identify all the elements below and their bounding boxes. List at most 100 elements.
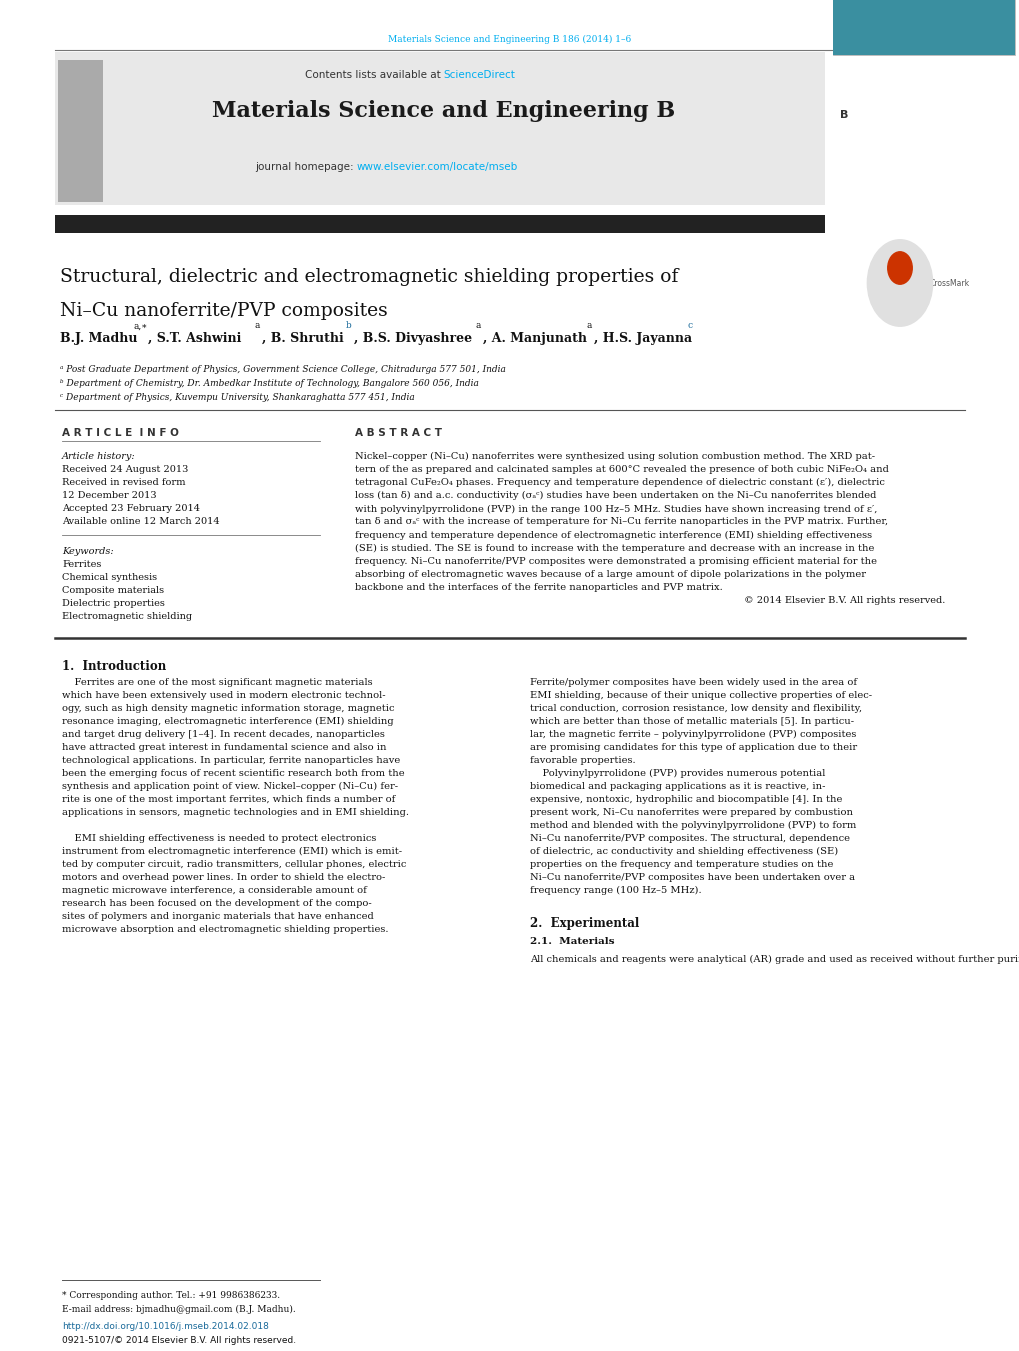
Text: sites of polymers and inorganic materials that have enhanced: sites of polymers and inorganic material… (62, 912, 373, 921)
FancyBboxPatch shape (55, 215, 824, 232)
Text: Ni–Cu nanoferrite/PVP composites: Ni–Cu nanoferrite/PVP composites (60, 303, 387, 320)
Text: applications in sensors, magnetic technologies and in EMI shielding.: applications in sensors, magnetic techno… (62, 808, 409, 817)
Text: ted by computer circuit, radio transmitters, cellular phones, electric: ted by computer circuit, radio transmitt… (62, 861, 406, 869)
Text: which are better than those of metallic materials [5]. In particu-: which are better than those of metallic … (530, 717, 853, 725)
Text: (SE) is studied. The SE is found to increase with the temperature and decrease w: (SE) is studied. The SE is found to incr… (355, 543, 873, 553)
Text: Keywords:: Keywords: (62, 547, 113, 557)
Text: Ferrite/polymer composites have been widely used in the area of: Ferrite/polymer composites have been wid… (530, 678, 856, 688)
Text: A B S T R A C T: A B S T R A C T (355, 428, 441, 438)
Text: of dielectric, ac conductivity and shielding effectiveness (SE): of dielectric, ac conductivity and shiel… (530, 847, 838, 857)
Text: tern of the as prepared and calcinated samples at 600°C revealed the presence of: tern of the as prepared and calcinated s… (355, 465, 888, 474)
Text: properties on the frequency and temperature studies on the: properties on the frequency and temperat… (530, 861, 833, 869)
Text: absorbing of electromagnetic waves because of a large amount of dipole polarizat: absorbing of electromagnetic waves becau… (355, 570, 865, 578)
Text: ELSEVIER: ELSEVIER (60, 218, 133, 232)
Text: favorable properties.: favorable properties. (530, 757, 635, 765)
Text: are promising candidates for this type of application due to their: are promising candidates for this type o… (530, 743, 856, 753)
Text: technological applications. In particular, ferrite nanoparticles have: technological applications. In particula… (62, 757, 399, 765)
Circle shape (887, 251, 911, 284)
Text: B.J. Madhu: B.J. Madhu (60, 332, 138, 345)
Text: , B. Shruthi: , B. Shruthi (262, 332, 343, 345)
Text: EMI shielding, because of their unique collective properties of elec-: EMI shielding, because of their unique c… (530, 690, 871, 700)
Text: b: b (345, 322, 352, 330)
Text: c: c (688, 322, 693, 330)
Text: Dielectric properties: Dielectric properties (62, 598, 165, 608)
Text: Received 24 August 2013: Received 24 August 2013 (62, 465, 189, 474)
Text: tetragonal CuFe₂O₄ phases. Frequency and temperature dependence of dielectric co: tetragonal CuFe₂O₄ phases. Frequency and… (355, 478, 884, 488)
Text: Chemical synthesis: Chemical synthesis (62, 573, 157, 582)
Text: , H.S. Jayanna: , H.S. Jayanna (593, 332, 692, 345)
Text: Composite materials: Composite materials (62, 586, 164, 594)
Text: frequency range (100 Hz–5 MHz).: frequency range (100 Hz–5 MHz). (530, 886, 701, 896)
Text: a: a (255, 322, 260, 330)
Text: Contents lists available at: Contents lists available at (305, 70, 443, 80)
Text: Received in revised form: Received in revised form (62, 478, 185, 486)
Text: magnetic microwave interference, a considerable amount of: magnetic microwave interference, a consi… (62, 886, 367, 894)
Text: 12 December 2013: 12 December 2013 (62, 490, 157, 500)
Text: www.elsevier.com/locate/mseb: www.elsevier.com/locate/mseb (357, 162, 518, 172)
Text: Polyvinylpyrrolidone (PVP) provides numerous potential: Polyvinylpyrrolidone (PVP) provides nume… (530, 769, 824, 778)
Text: frequency and temperature dependence of electromagnetic interference (EMI) shiel: frequency and temperature dependence of … (355, 531, 871, 540)
Text: http://dx.doi.org/10.1016/j.mseb.2014.02.018: http://dx.doi.org/10.1016/j.mseb.2014.02… (62, 1323, 269, 1331)
FancyBboxPatch shape (58, 59, 103, 203)
Text: instrument from electromagnetic interference (EMI) which is emit-: instrument from electromagnetic interfer… (62, 847, 401, 857)
Text: Available online 12 March 2014: Available online 12 March 2014 (62, 517, 219, 526)
Text: frequency. Ni–Cu nanoferrite/PVP composites were demonstrated a promising effici: frequency. Ni–Cu nanoferrite/PVP composi… (355, 557, 876, 566)
Text: ᵃ Post Graduate Department of Physics, Government Science College, Chitradurga 5: ᵃ Post Graduate Department of Physics, G… (60, 365, 505, 374)
Text: 2.1.  Materials: 2.1. Materials (530, 938, 613, 946)
Text: Ferrites: Ferrites (62, 561, 101, 569)
Text: synthesis and application point of view. Nickel–copper (Ni–Cu) fer-: synthesis and application point of view.… (62, 782, 397, 792)
Text: biomedical and packaging applications as it is reactive, in-: biomedical and packaging applications as… (530, 782, 824, 790)
FancyBboxPatch shape (833, 0, 1014, 55)
Text: EMI shielding effectiveness is needed to protect electronics: EMI shielding effectiveness is needed to… (62, 834, 376, 843)
Text: tan δ and σₐᶜ with the increase of temperature for Ni–Cu ferrite nanoparticles i: tan δ and σₐᶜ with the increase of tempe… (355, 517, 888, 527)
Text: E-mail address: bjmadhu@gmail.com (B.J. Madhu).: E-mail address: bjmadhu@gmail.com (B.J. … (62, 1305, 296, 1315)
Text: which have been extensively used in modern electronic technol-: which have been extensively used in mode… (62, 690, 385, 700)
Text: * Corresponding author. Tel.: +91 9986386233.: * Corresponding author. Tel.: +91 998638… (62, 1292, 280, 1300)
Text: ᶜ Department of Physics, Kuvempu University, Shankaraghatta 577 451, India: ᶜ Department of Physics, Kuvempu Univers… (60, 393, 415, 403)
Text: , S.T. Ashwini: , S.T. Ashwini (148, 332, 242, 345)
Text: Article history:: Article history: (62, 453, 136, 461)
Text: B: B (840, 109, 848, 120)
Text: microwave absorption and electromagnetic shielding properties.: microwave absorption and electromagnetic… (62, 925, 388, 934)
Text: loss (tan δ) and a.c. conductivity (σₐᶜ) studies have been undertaken on the Ni–: loss (tan δ) and a.c. conductivity (σₐᶜ)… (355, 492, 875, 500)
Text: have attracted great interest in fundamental science and also in: have attracted great interest in fundame… (62, 743, 386, 753)
Text: ScienceDirect: ScienceDirect (443, 70, 515, 80)
Text: Materials Science and Engineering B: Materials Science and Engineering B (212, 100, 675, 122)
Text: MATERIALS
SCIENCE &
ENGINEERING: MATERIALS SCIENCE & ENGINEERING (894, 65, 953, 95)
FancyBboxPatch shape (55, 51, 824, 205)
Text: rite is one of the most important ferrites, which finds a number of: rite is one of the most important ferrit… (62, 794, 395, 804)
Text: expensive, nontoxic, hydrophilic and biocompatible [4]. In the: expensive, nontoxic, hydrophilic and bio… (530, 794, 842, 804)
Circle shape (866, 239, 931, 326)
Text: been the emerging focus of recent scientific research both from the: been the emerging focus of recent scient… (62, 769, 405, 778)
Text: a: a (476, 322, 481, 330)
Text: journal homepage:: journal homepage: (255, 162, 357, 172)
Text: All chemicals and reagents were analytical (AR) grade and used as received witho: All chemicals and reagents were analytic… (530, 955, 1019, 965)
Text: lar, the magnetic ferrite – polyvinylpyrrolidone (PVP) composites: lar, the magnetic ferrite – polyvinylpyr… (530, 730, 856, 739)
Text: A R T I C L E  I N F O: A R T I C L E I N F O (62, 428, 178, 438)
Text: Electromagnetic shielding: Electromagnetic shielding (62, 612, 192, 621)
Text: Accepted 23 February 2014: Accepted 23 February 2014 (62, 504, 200, 513)
Text: present work, Ni–Cu nanoferrites were prepared by combustion: present work, Ni–Cu nanoferrites were pr… (530, 808, 852, 817)
Text: © 2014 Elsevier B.V. All rights reserved.: © 2014 Elsevier B.V. All rights reserved… (743, 596, 944, 605)
Text: trical conduction, corrosion resistance, low density and flexibility,: trical conduction, corrosion resistance,… (530, 704, 861, 713)
Text: a: a (586, 322, 592, 330)
Text: Ni–Cu nanoferrite/PVP composites have been undertaken over a: Ni–Cu nanoferrite/PVP composites have be… (530, 873, 854, 882)
Text: ᵇ Department of Chemistry, Dr. Ambedkar Institute of Technology, Bangalore 560 0: ᵇ Department of Chemistry, Dr. Ambedkar … (60, 380, 478, 388)
Text: and target drug delivery [1–4]. In recent decades, nanoparticles: and target drug delivery [1–4]. In recen… (62, 730, 384, 739)
Text: CrossMark: CrossMark (929, 278, 969, 288)
Text: motors and overhead power lines. In order to shield the electro-: motors and overhead power lines. In orde… (62, 873, 385, 882)
Text: method and blended with the polyvinylpyrrolidone (PVP) to form: method and blended with the polyvinylpyr… (530, 821, 856, 830)
Text: a,∗: a,∗ (132, 322, 147, 330)
Text: Ni–Cu nanoferrite/PVP composites. The structural, dependence: Ni–Cu nanoferrite/PVP composites. The st… (530, 834, 849, 843)
Text: Structural, dielectric and electromagnetic shielding properties of: Structural, dielectric and electromagnet… (60, 267, 678, 286)
FancyBboxPatch shape (833, 0, 1014, 55)
Text: research has been focused on the development of the compo-: research has been focused on the develop… (62, 898, 371, 908)
Text: ogy, such as high density magnetic information storage, magnetic: ogy, such as high density magnetic infor… (62, 704, 394, 713)
Text: Ferrites are one of the most significant magnetic materials: Ferrites are one of the most significant… (62, 678, 372, 688)
Text: 0921-5107/© 2014 Elsevier B.V. All rights reserved.: 0921-5107/© 2014 Elsevier B.V. All right… (62, 1336, 296, 1346)
Text: 2.  Experimental: 2. Experimental (530, 917, 639, 929)
Text: backbone and the interfaces of the ferrite nanoparticles and PVP matrix.: backbone and the interfaces of the ferri… (355, 584, 722, 592)
Text: with polyvinylpyrrolidone (PVP) in the range 100 Hz–5 MHz. Studies have shown in: with polyvinylpyrrolidone (PVP) in the r… (355, 504, 876, 513)
Text: Materials Science and Engineering B 186 (2014) 1–6: Materials Science and Engineering B 186 … (388, 35, 631, 45)
Text: , B.S. Divyashree: , B.S. Divyashree (354, 332, 472, 345)
